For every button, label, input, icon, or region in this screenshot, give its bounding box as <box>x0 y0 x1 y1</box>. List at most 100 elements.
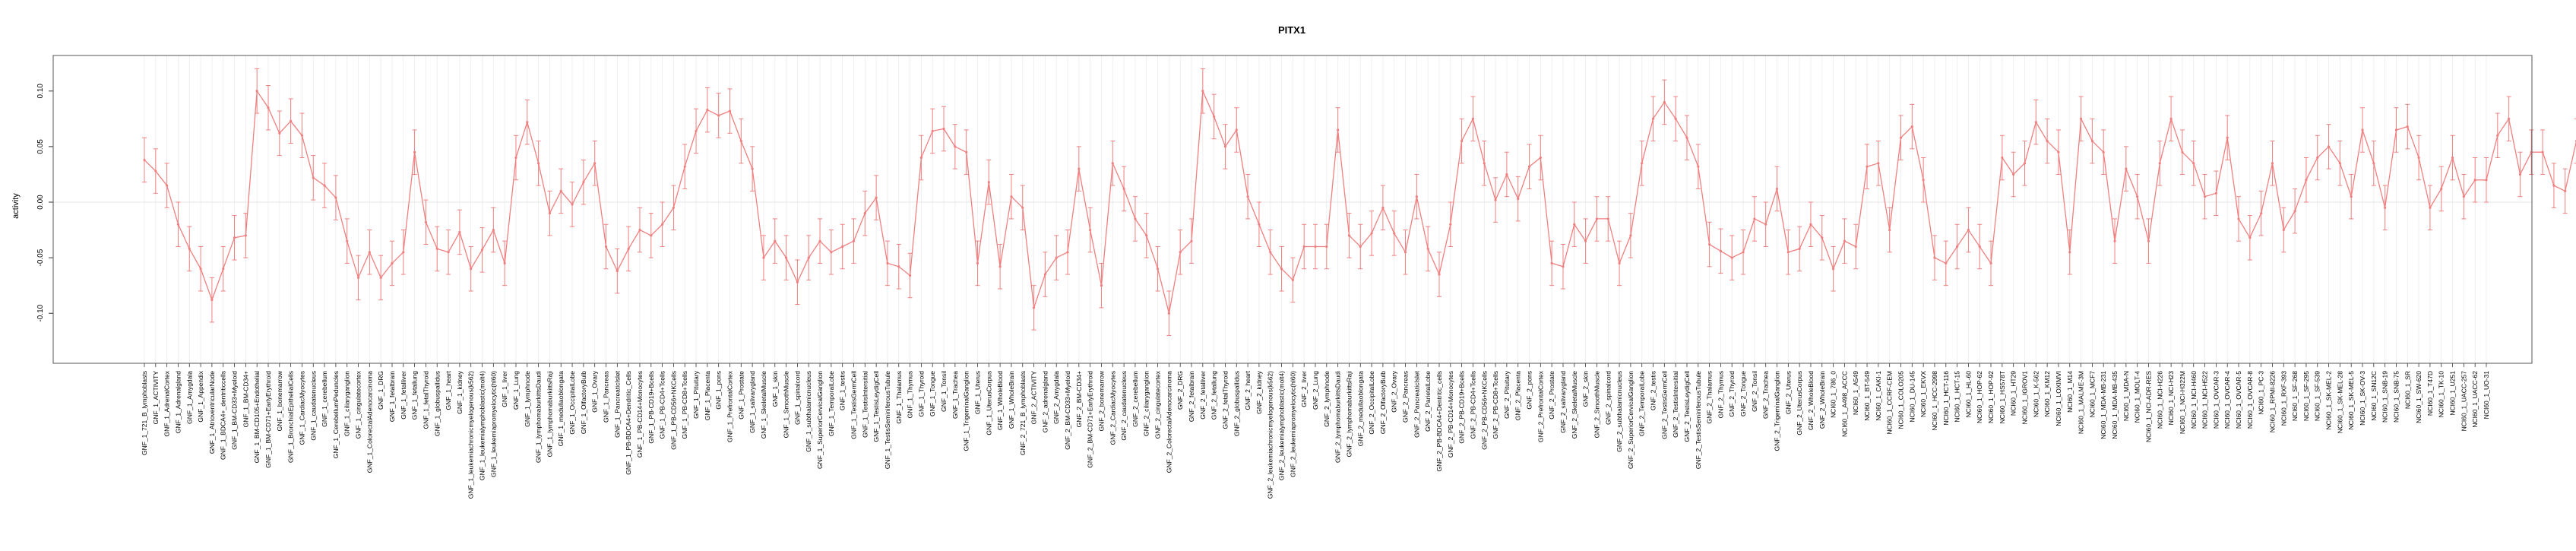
data-point <box>987 181 990 184</box>
data-point <box>470 268 473 271</box>
x-tick-label: NCI60_1_HOP-92 <box>1987 371 1995 423</box>
data-point <box>1291 278 1294 281</box>
data-point <box>1134 217 1137 220</box>
x-tick-label: NCI60_1_MALME-3M <box>2078 371 2085 434</box>
data-point <box>2226 136 2229 139</box>
axes: -0.10 -0.05 0.00 0.05 0.10 GNF_1_721_B_lympho… <box>36 84 2490 499</box>
x-tick-label: GNF_1_fetalliver <box>400 371 407 420</box>
x-tick-label: GNF_2_WholeBrain <box>1818 371 1826 429</box>
data-point <box>1550 261 1553 265</box>
x-tick-label: GNF_2_Ovary <box>1391 370 1398 413</box>
x-tick-label: GNF_1_PrefrontalCortex <box>726 370 734 442</box>
x-tick-label: NCI60_1_NCI-H460 <box>2190 371 2198 429</box>
x-tick-label: GNF_2_subthalamicnucleus <box>1616 371 1623 452</box>
x-tick-label: NCI60_1_UO-31 <box>2483 371 2490 420</box>
x-tick-label: GNF_2_caudatenucleus <box>1120 371 1128 441</box>
x-tick-label: GNF_1_PB-CD8+Tcells <box>681 371 688 439</box>
data-point <box>863 212 866 215</box>
x-tick-label: GNF_1_Lung <box>512 371 520 410</box>
data-point <box>571 203 574 206</box>
x-tick-label: GNF_1_pons <box>715 371 723 410</box>
x-tick-label: GNF_1_TestisSeminiferousTubule <box>884 371 891 469</box>
x-tick-label: GNF_1_liver <box>501 371 508 407</box>
data-point <box>1764 223 1767 226</box>
data-point <box>2102 150 2105 154</box>
data-point <box>2192 162 2195 165</box>
x-tick-label: GNF_2_UterusCorpus <box>1796 371 1803 435</box>
data-point <box>1595 217 1599 220</box>
data-point <box>413 150 416 154</box>
x-tick-label: NCI60_1_OVCAR-4 <box>2223 371 2231 429</box>
data-point <box>2079 117 2083 120</box>
data-point <box>2552 184 2555 187</box>
x-tick-label: NCI60_1_LOXIMVI <box>2055 371 2062 426</box>
x-tick-label: GNF_2_lymphomaburkittsDaudi <box>1334 371 1342 463</box>
x-tick-label: NCI60_1_KM12 <box>2043 371 2051 417</box>
x-tick-label: GNF_1_BM-CD33+Myeloid <box>231 371 239 450</box>
x-tick-label: NCI60_1_SNB-75 <box>2392 371 2400 423</box>
data-point <box>998 265 1002 268</box>
data-point <box>379 276 382 280</box>
x-tick-label: GNF_2_OccipitalLobe <box>1368 371 1375 435</box>
data-point <box>1899 136 1903 139</box>
data-point <box>278 131 281 135</box>
data-point <box>267 106 270 109</box>
data-point <box>1359 245 1362 249</box>
chart-title: PITX1 <box>1278 24 1305 36</box>
x-tick-label: GNF_1_TrigeminalGanglion <box>963 371 970 451</box>
data-point <box>514 156 517 160</box>
data-point <box>1955 245 1959 249</box>
x-tick-label: GNF_2_Prostate <box>1548 371 1555 420</box>
data-point <box>638 228 641 232</box>
x-tick-label: GNF_1_TemporalLobe <box>828 371 835 436</box>
data-point <box>1043 273 1046 276</box>
data-point <box>188 247 191 251</box>
x-tick-label: GNF_2_Placenta <box>1514 371 1522 420</box>
data-point <box>2012 173 2015 176</box>
data-point <box>2417 156 2420 160</box>
x-tick-label: GNF_2_lymphnode <box>1323 371 1331 427</box>
x-tick-label: GNF_1_Prostate <box>737 371 745 420</box>
x-tick-label: GNF_2_TrigeminalGanglion <box>1774 371 1781 451</box>
data-point <box>1471 117 1475 120</box>
data-point <box>1843 239 1847 242</box>
data-point <box>368 251 371 254</box>
x-tick-label: GNF_1_OlfactoryBulb <box>580 371 587 434</box>
x-tick-label: GNF_2_Pituitary <box>1503 370 1511 419</box>
x-tick-label: GNF_2_leukemialymphoblastic(molt4) <box>1278 371 1286 480</box>
x-tick-label: NCI60_1_MOLT-4 <box>2134 371 2141 423</box>
x-tick-label: NCI60_1_NCI-H23 <box>2167 371 2175 426</box>
x-tick-label: NCI60_1_OVCAR-3 <box>2212 371 2220 429</box>
x-tick-label: GNF_1_BDCA4+_dentriticcells <box>220 371 227 460</box>
data-point <box>2169 117 2173 120</box>
x-tick-label: GNF_2_kidney <box>1255 370 1263 413</box>
data-point <box>210 299 214 302</box>
y-tick-label: 0.00 <box>36 195 45 210</box>
x-tick-label: GNF_1_DRG <box>377 371 385 410</box>
data-point <box>2316 156 2319 160</box>
x-tick-label: GNF_2_pons <box>1526 371 1533 410</box>
data-point <box>784 256 788 259</box>
x-tick-label: NCI60_1_CAKI-1 <box>1875 371 1882 421</box>
x-tick-label: GNF_1_fetalbrain <box>388 371 396 422</box>
x-tick-label: GNF_1_ACTIVITY <box>152 371 160 425</box>
x-tick-label: GNF_2_SuperiorCervicalGanglion <box>1627 371 1635 469</box>
data-point <box>1213 115 1216 119</box>
x-tick-label: NCI60_1_TK-10 <box>2438 371 2445 418</box>
data-point <box>2068 251 2071 254</box>
data-point <box>1066 251 1069 254</box>
data-point <box>1145 234 1148 237</box>
data-point <box>660 223 664 226</box>
data-point <box>1854 245 1857 249</box>
data-point <box>774 239 777 242</box>
data-point <box>1347 234 1351 237</box>
x-tick-label: GNF_2_Lung <box>1312 371 1319 410</box>
data-point <box>1269 251 1272 254</box>
x-tick-label: GNF_2_leukemiapromyelocytic(hl60) <box>1289 371 1296 477</box>
data-point <box>1089 228 1092 232</box>
x-tick-label: GNF_2_PB-BDCA4+Dentritic_cells <box>1435 371 1443 472</box>
data-point <box>1100 284 1103 287</box>
x-tick-label: GNF_2_heart <box>1244 370 1252 410</box>
data-point <box>593 162 597 165</box>
x-tick-label: GNF_2_PB-CD8+Tcells <box>1492 371 1499 439</box>
